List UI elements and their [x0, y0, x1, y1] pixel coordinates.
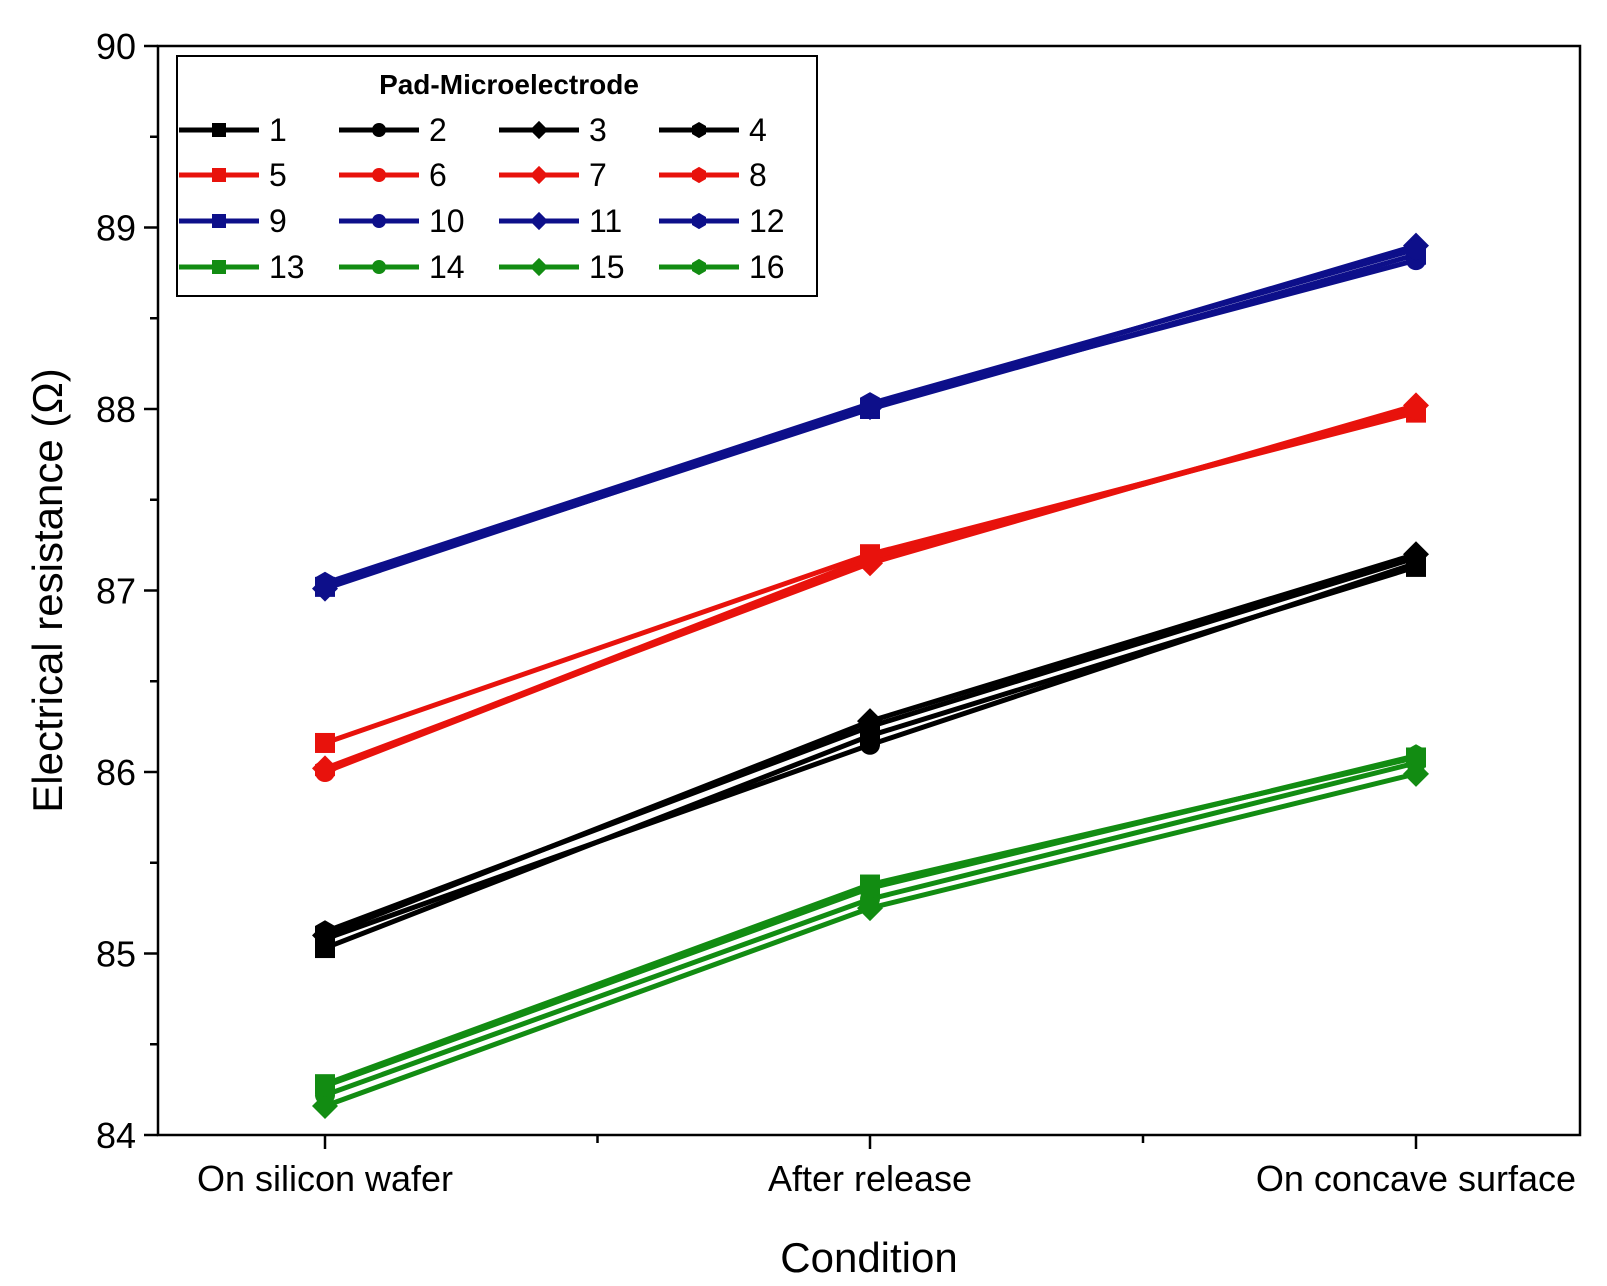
y-tick-label: 90 — [96, 26, 136, 67]
legend-marker — [212, 168, 226, 182]
legend-label: 8 — [749, 157, 767, 193]
legend-label: 2 — [429, 112, 447, 148]
legend-label: 14 — [429, 249, 465, 285]
legend-item-9: 9 — [179, 203, 287, 239]
y-tick-label: 86 — [96, 752, 136, 793]
data-point-4-2 — [860, 715, 880, 739]
x-tick-label: On concave surface — [1256, 1158, 1576, 1199]
y-tick-label: 84 — [96, 1115, 136, 1156]
legend-marker — [692, 258, 706, 276]
legend-item-8: 8 — [659, 157, 767, 193]
legend-item-7: 7 — [499, 157, 607, 193]
legend-label: 6 — [429, 157, 447, 193]
legend-item-2: 2 — [339, 112, 447, 148]
data-point-5-1 — [315, 732, 335, 753]
legend-item-3: 3 — [499, 112, 607, 148]
legend-marker — [529, 211, 549, 231]
series-4 — [315, 546, 1426, 944]
y-tick-label: 85 — [96, 934, 136, 975]
data-point-8-2 — [860, 546, 880, 570]
legend-item-11: 11 — [499, 203, 622, 239]
y-tick-label: 88 — [96, 389, 136, 430]
legend-label: 13 — [269, 249, 305, 285]
legend-label: 16 — [749, 249, 785, 285]
legend-marker — [692, 212, 706, 230]
data-point-16-3 — [1406, 744, 1426, 768]
legend-label: 1 — [269, 112, 287, 148]
legend-label: 11 — [589, 203, 622, 239]
legend-marker — [529, 165, 549, 185]
x-tick-label: After release — [768, 1158, 972, 1199]
legend-marker — [372, 168, 386, 182]
legend-item-10: 10 — [339, 203, 465, 239]
data-point-2-2 — [860, 734, 880, 755]
data-point-12-1 — [315, 571, 335, 595]
legend-title: Pad-Microelectrode — [379, 69, 639, 100]
legend-label: 9 — [269, 203, 287, 239]
legend-marker — [529, 120, 549, 140]
legend-label: 10 — [429, 203, 465, 239]
legend-marker — [372, 123, 386, 137]
data-point-4-3 — [1406, 546, 1426, 570]
data-point-15-1 — [312, 1092, 338, 1119]
series-14 — [315, 752, 1426, 1106]
series-5 — [315, 402, 1426, 753]
legend-marker — [372, 214, 386, 228]
legend-item-13: 13 — [179, 249, 305, 285]
data-point-16-2 — [860, 876, 880, 900]
legend-item-12: 12 — [659, 203, 785, 239]
legend-marker — [212, 214, 226, 228]
y-tick-label: 87 — [96, 571, 136, 612]
data-point-4-1 — [315, 920, 335, 944]
legend-item-4: 4 — [659, 112, 767, 148]
legend-item-16: 16 — [659, 249, 785, 285]
legend-label: 15 — [589, 249, 625, 285]
legend-label: 12 — [749, 203, 785, 239]
series-10 — [315, 250, 1426, 596]
legend-label: 4 — [749, 112, 767, 148]
legend-marker — [529, 257, 549, 277]
data-point-15-3 — [1403, 760, 1429, 787]
y-tick-label: 89 — [96, 208, 136, 249]
data-point-8-1 — [315, 758, 335, 782]
series-15 — [312, 760, 1429, 1119]
series-layer — [312, 232, 1429, 1119]
legend-item-1: 1 — [179, 112, 287, 148]
series-16 — [315, 744, 1426, 1098]
legend-marker — [212, 260, 226, 274]
legend-item-14: 14 — [339, 249, 465, 285]
y-axis-title: Electrical resistance (Ω) — [24, 368, 71, 813]
data-point-12-2 — [860, 392, 880, 416]
legend-item-15: 15 — [499, 249, 625, 285]
series-9 — [315, 244, 1426, 597]
legend-marker — [692, 166, 706, 184]
legend-item-6: 6 — [339, 157, 447, 193]
legend-marker — [372, 260, 386, 274]
data-point-15-2 — [857, 895, 883, 922]
data-point-12-3 — [1406, 237, 1426, 261]
series-12 — [315, 237, 1426, 595]
x-axis-title: Condition — [780, 1234, 957, 1281]
legend-label: 7 — [589, 157, 607, 193]
legend-marker — [692, 122, 706, 139]
legend-item-5: 5 — [179, 157, 287, 193]
legend-marker — [212, 123, 226, 137]
series-line-15 — [324, 771, 1417, 1109]
legend-label: 5 — [269, 157, 287, 193]
x-tick-label: On silicon wafer — [197, 1158, 453, 1199]
series-line-5 — [324, 410, 1417, 746]
legend-label: 3 — [589, 112, 607, 148]
data-point-16-1 — [315, 1074, 335, 1098]
data-point-8-3 — [1406, 397, 1426, 421]
series-8 — [315, 397, 1426, 782]
